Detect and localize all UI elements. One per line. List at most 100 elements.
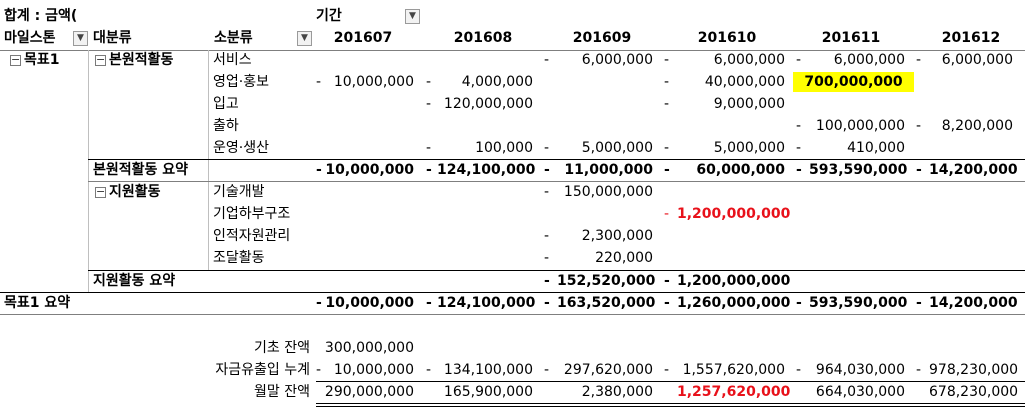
period-field-label: 기간 (316, 8, 342, 24)
dash: - (916, 295, 922, 311)
group2-label: 지원활동 (109, 184, 161, 200)
pivot-bottom-border (0, 314, 1025, 315)
subcategory-filter-dropdown-icon[interactable]: ▼ (297, 31, 312, 46)
value-cell: 6,000,000 (713, 52, 785, 68)
summary-value: 152,520,000 (557, 273, 656, 289)
summary-top-border (88, 159, 1025, 160)
dash: - (664, 140, 670, 156)
goal-label: 목표1 (24, 52, 60, 68)
category-field-label: 대분류 (93, 30, 132, 46)
dash: - (664, 96, 670, 112)
dash: - (796, 295, 802, 311)
value-cell: 4,000,000 (461, 74, 533, 90)
dash: - (316, 362, 322, 378)
cumulative-label: 자금유출입 누계 (215, 362, 310, 378)
dash: - (426, 162, 432, 178)
highlighted-value-cell: 700,000,000 (793, 72, 914, 92)
subcategory-label: 운영·생산 (213, 140, 269, 156)
dash: - (426, 140, 432, 156)
dash: - (316, 295, 322, 311)
goal-summary-value: 124,100,000 (437, 295, 536, 311)
cumulative-value: 134,100,000 (443, 362, 533, 378)
summary-value: 60,000,000 (696, 162, 785, 178)
dash: - (544, 295, 550, 311)
value-cell: 6,000,000 (833, 52, 905, 68)
dash: - (796, 118, 802, 134)
value-cell: 9,000,000 (713, 96, 785, 112)
opening-balance-label: 기초 잔액 (254, 340, 310, 356)
subcategory-label: 입고 (213, 96, 239, 112)
value-cell: 10,000,000 (333, 74, 414, 90)
cumulative-value: 1,557,620,000 (682, 362, 785, 378)
subcategory-label: 조달활동 (213, 250, 265, 266)
goal-summary-top-border (0, 292, 1025, 293)
pivot-corner-label: 합계 : 금액( (4, 8, 78, 24)
value-cell: 40,000,000 (704, 74, 785, 90)
closing-balance-label: 월말 잔액 (254, 384, 310, 400)
collapse-goal-icon[interactable]: − (10, 53, 21, 66)
column-header-201609: 201609 (572, 30, 632, 46)
dash: - (916, 118, 922, 134)
value-cell: 220,000 (595, 250, 653, 266)
dash: - (316, 74, 322, 90)
dash: - (796, 362, 802, 378)
goal-summary-value: 10,000,000 (325, 295, 414, 311)
value-cell: 120,000,000 (443, 96, 533, 112)
dash: - (664, 273, 670, 289)
dash: - (426, 362, 432, 378)
closing-bottom-border (316, 403, 1025, 404)
goal-summary-value: 163,520,000 (557, 295, 656, 311)
summary-value: 10,000,000 (325, 162, 414, 178)
summary-value: 124,100,000 (437, 162, 536, 178)
dash: - (316, 162, 322, 178)
dash: - (916, 52, 922, 68)
cumulative-value: 297,620,000 (563, 362, 653, 378)
cumulative-value: 978,230,000 (929, 362, 1019, 378)
red-value-cell: 1,200,000,000 (677, 206, 791, 222)
summary-value: 593,590,000 (809, 162, 908, 178)
column-header-201610: 201610 (697, 30, 757, 46)
column-header-201607: 201607 (333, 30, 393, 46)
dash: - (796, 52, 802, 68)
opening-balance-value: 300,000,000 (324, 340, 414, 356)
closing-value: 664,030,000 (815, 384, 905, 400)
dash: - (664, 52, 670, 68)
value-cell: 150,000,000 (563, 184, 653, 200)
dash: - (544, 162, 550, 178)
dash: - (544, 52, 550, 68)
cumulative-value: 964,030,000 (815, 362, 905, 378)
milestone-field-label: 마일스톤 (4, 30, 56, 46)
dash: - (544, 228, 550, 244)
period-filter-dropdown-icon[interactable]: ▼ (405, 9, 420, 24)
column-header-201612: 201612 (941, 30, 1001, 46)
milestone-filter-dropdown-icon[interactable]: ▼ (73, 31, 88, 46)
column-header-201608: 201608 (453, 30, 513, 46)
closing-value: 2,380,000 (581, 384, 653, 400)
value-cell: 100,000,000 (815, 118, 905, 134)
goal-summary-value: 14,200,000 (929, 295, 1018, 311)
subcategory-label: 기업하부구조 (213, 206, 291, 222)
summary-value: 1,200,000,000 (677, 273, 791, 289)
subcategory-label: 서비스 (213, 52, 252, 68)
dash: - (916, 162, 922, 178)
collapse-group2-icon[interactable]: − (95, 185, 106, 198)
closing-value-red: 1,257,620,000 (677, 384, 791, 400)
collapse-group1-icon[interactable]: − (95, 53, 106, 66)
dash: - (544, 362, 550, 378)
dash: - (916, 362, 922, 378)
goal-summary-label: 목표1 요약 (4, 295, 71, 311)
header-divider (0, 50, 1025, 51)
goal-summary-value: 593,590,000 (809, 295, 908, 311)
value-cell: 100,000 (475, 140, 533, 156)
dash: - (544, 273, 550, 289)
dash: - (426, 96, 432, 112)
dash: - (544, 140, 550, 156)
subcategory-field-label: 소분류 (214, 30, 253, 46)
group1-label: 본원적활동 (109, 52, 174, 68)
dash: - (796, 140, 802, 156)
summary-value: 14,200,000 (929, 162, 1018, 178)
cumulative-value: 10,000,000 (333, 362, 414, 378)
dash: - (426, 295, 432, 311)
value-cell: 8,200,000 (941, 118, 1013, 134)
dash: - (664, 295, 670, 311)
